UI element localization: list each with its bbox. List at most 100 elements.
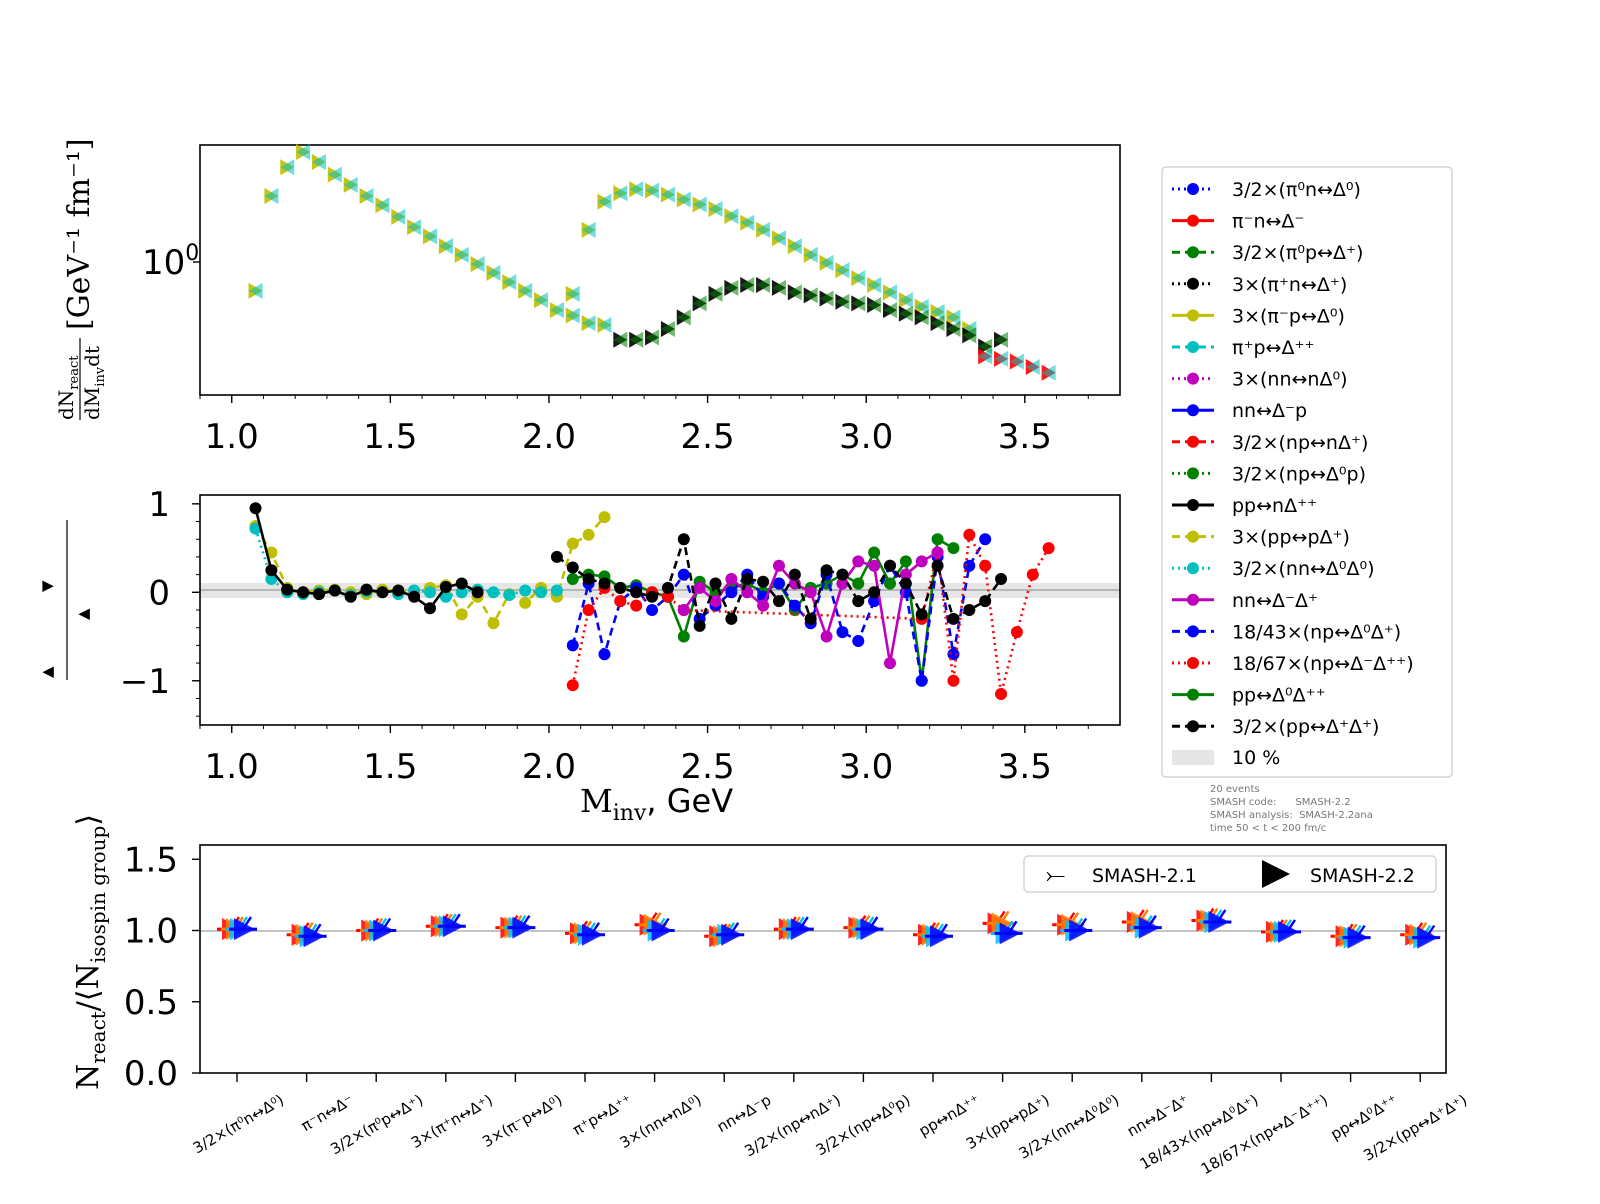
middle-point [424, 586, 436, 599]
middle-point [344, 590, 357, 603]
middle-point [328, 584, 341, 597]
bottom-legend-frame [1023, 855, 1437, 893]
top-x-tick-label: 3.0 [839, 417, 893, 457]
smash22-triangle [651, 919, 673, 942]
top-x-tick-label: 3.5 [998, 417, 1052, 457]
bottom-ylabel-text: Nreact/⟨Nisospin group⟩ [71, 814, 110, 1090]
top-point-overlay [1009, 353, 1024, 370]
middle-point [297, 586, 310, 599]
top-point-overlay [645, 182, 660, 199]
middle-axes-frame [199, 494, 1121, 726]
legend-label: nn↔Δ⁻p [1232, 400, 1307, 422]
middle-data-series [249, 502, 1055, 701]
top-x-ticks: 1.0 1.5 2.0 2.5 3.0 3.5 [199, 395, 1089, 457]
top-point-overlay [867, 276, 882, 293]
middle-point [519, 596, 532, 609]
top-y-tick-label: 100 [142, 241, 199, 283]
top-point-overlay [708, 285, 723, 302]
smash22-triangle [860, 918, 882, 941]
bottom-x-tick-label: π⁻n↔Δ⁻ [298, 1091, 357, 1135]
bottom-ratio-panel: 0.0 0.5 1.0 1.5 3/2×(π⁰n↔Δ⁰) π⁻n↔Δ⁻3/2×(π⁰p↔… [71, 814, 1470, 1178]
legend-label: 3/2×(π⁰p↔Δ⁺) [1232, 242, 1363, 264]
middle-point [646, 604, 659, 616]
middle-point [677, 568, 690, 581]
middle-point [820, 564, 833, 577]
top-point-overlay [438, 238, 453, 255]
top-ylabel-numerator: dNreact [54, 355, 82, 420]
smash22-triangle [1278, 920, 1299, 943]
middle-point [265, 573, 278, 586]
middle-point [884, 577, 896, 590]
middle-point [249, 522, 262, 535]
legend-band-label: 10 % [1232, 747, 1280, 769]
legend-marker [1187, 467, 1199, 480]
top-point-overlay [518, 282, 533, 299]
smash22-triangle [234, 918, 255, 941]
bottom-y-tick-label: 0.0 [124, 1054, 178, 1094]
middle-point [947, 542, 960, 555]
legend-marker [1187, 593, 1199, 606]
middle-point [408, 590, 421, 603]
middle-point [757, 575, 770, 588]
top-x-tick-label: 2.5 [681, 417, 735, 457]
middle-point [265, 564, 278, 577]
bottom-y-tick-label: 1.0 [124, 912, 178, 952]
info-time: time 50 < t < 200 fm/c [1210, 823, 1326, 834]
smash22-triangle [1138, 916, 1160, 939]
legend-label: pp↔nΔ⁺⁺ [1232, 495, 1317, 517]
middle-point [804, 612, 817, 625]
middle-point [725, 612, 738, 625]
top-point-overlay [660, 321, 675, 338]
top-point-overlay [867, 297, 882, 314]
middle-point [979, 595, 992, 608]
legend-marker [1187, 372, 1199, 385]
middle-point [249, 502, 262, 515]
middle-point [995, 688, 1008, 701]
top-point-overlay [771, 230, 786, 247]
top-point-overlay [883, 284, 897, 301]
legend-label: 3×(pp↔pΔ⁺) [1232, 527, 1350, 549]
middle-y-axis-label: ▲ ▼ ▲ [38, 520, 92, 680]
middle-point [804, 586, 817, 599]
top-point-overlay [676, 309, 691, 326]
middle-point [550, 584, 563, 597]
legend-marker [1187, 341, 1199, 353]
middle-point [550, 550, 563, 563]
top-point-overlay [740, 276, 755, 293]
smash22-marker [1262, 860, 1290, 888]
middle-point [884, 559, 896, 572]
middle-point [566, 679, 579, 692]
top-point-overlay [454, 246, 469, 263]
middle-point [487, 586, 500, 599]
middle-x-ticks: 1.0 1.5 2.0 2.5 3.0 3.5 [199, 725, 1089, 787]
middle-point [947, 674, 960, 687]
top-point-overlay [994, 350, 1009, 367]
top-point-overlay [502, 274, 517, 291]
top-point-overlay [375, 197, 390, 214]
top-x-tick-label: 1.0 [205, 417, 259, 457]
middle-point [614, 595, 627, 608]
middle-point [630, 586, 643, 599]
middle-point [693, 581, 706, 594]
top-point-overlay [978, 348, 993, 365]
top-point-overlay [883, 302, 897, 319]
ratio-denominator: ▲ [74, 608, 92, 620]
middle-point [947, 648, 960, 661]
middle-point [566, 573, 579, 586]
legend-label: 3/2×(pp↔Δ⁺Δ⁺) [1232, 716, 1379, 738]
middle-point [582, 573, 595, 586]
top-point-overlay [724, 208, 739, 225]
middle-x-tick-label: 2.5 [681, 747, 735, 787]
middle-point [915, 608, 928, 621]
top-point-overlay [756, 276, 771, 293]
middle-point [868, 586, 881, 599]
legend-marker [1187, 404, 1199, 417]
top-point-overlay [613, 185, 628, 202]
middle-point [376, 586, 389, 599]
middle-point [455, 577, 468, 590]
middle-x-axis-label: Minv, GeV [580, 782, 733, 826]
top-point-overlay [708, 201, 723, 218]
top-data-points [248, 143, 1056, 381]
middle-point [852, 577, 865, 590]
smash22-triangle [373, 919, 395, 942]
